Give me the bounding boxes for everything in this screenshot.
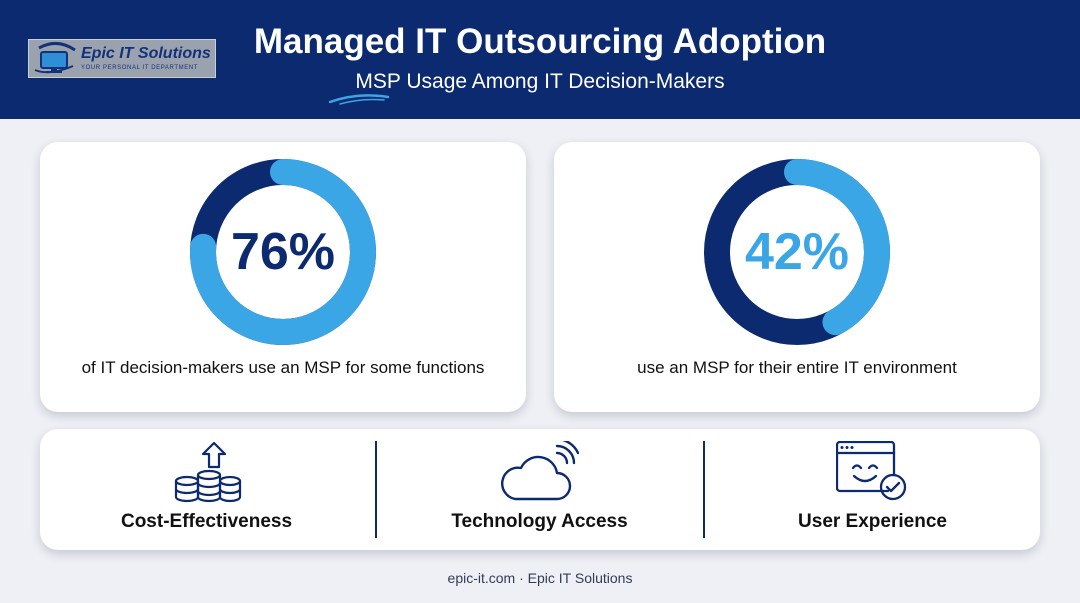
page-subtitle: MSP Usage Among IT Decision-Makers (355, 70, 725, 93)
stat-value-42: 42% (744, 223, 850, 281)
benefit-label: User Experience (798, 511, 947, 532)
coins-stack-up-arrow-icon (174, 441, 242, 503)
logo-name: Epic IT Solutions (81, 45, 211, 62)
company-logo: Epic IT Solutions YOUR PERSONAL IT DEPAR… (28, 39, 216, 78)
divider (375, 441, 377, 538)
stat-card-entire-environment: 42% use an MSP for their entire IT envir… (554, 142, 1040, 412)
stat-description: of IT decision-makers use an MSP for som… (81, 358, 485, 377)
divider (703, 441, 705, 538)
benefit-label: Technology Access (451, 511, 628, 532)
footer-text: epic-it.com · Epic IT Solutions (447, 570, 633, 586)
benefit-user-experience: User Experience (706, 429, 1039, 550)
benefit-label: Cost-Effectiveness (120, 511, 293, 532)
underline-swoosh-icon (328, 94, 390, 105)
cloud-signal-icon (501, 441, 579, 501)
logo-tagline: YOUR PERSONAL IT DEPARTMENT (81, 65, 198, 71)
page-title: Managed IT Outsourcing Adoption (253, 22, 827, 61)
donut-fill (190, 159, 376, 345)
header-banner: Epic IT Solutions YOUR PERSONAL IT DEPAR… (0, 0, 1080, 119)
donut-fill (704, 159, 890, 345)
stat-value-76: 76% (230, 223, 336, 281)
benefit-cost-effectiveness: Cost-Effectiveness (40, 429, 373, 550)
stat-description: use an MSP for their entire IT environme… (637, 358, 957, 377)
donut-chart-76 (190, 159, 376, 345)
benefit-technology-access: Technology Access (373, 429, 706, 550)
benefits-panel: Cost-Effectiveness Technology Access (40, 429, 1040, 550)
donut-chart-42 (704, 159, 890, 345)
stat-card-some-functions: 76% of IT decision-makers use an MSP for… (40, 142, 526, 412)
monitor-logo-icon (34, 42, 76, 74)
smiley-browser-check-icon (836, 441, 907, 501)
